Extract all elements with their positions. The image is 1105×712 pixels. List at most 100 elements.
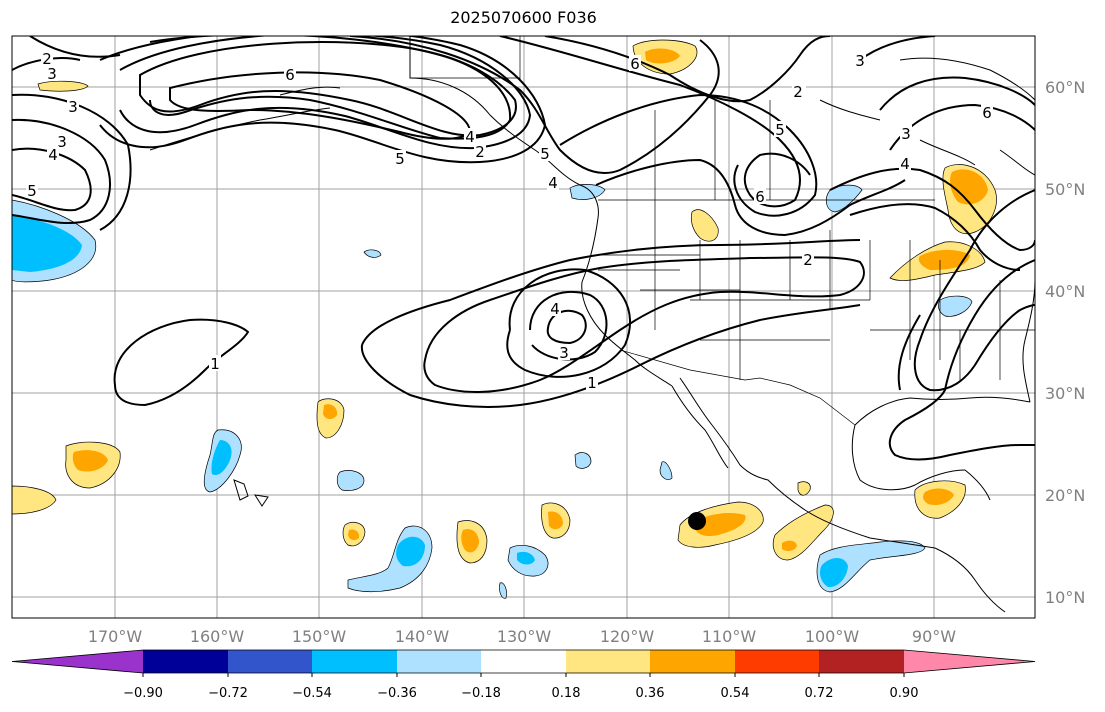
- colorbar-segment: [735, 650, 819, 673]
- contour-label-bg: [792, 83, 804, 99]
- contour-label: 3: [47, 65, 57, 83]
- longitude-labels: 170°W 160°W 150°W 140°W 130°W 120°W 110°…: [88, 627, 956, 646]
- orange-region-central-2: [348, 529, 360, 541]
- colorbar-segment: [819, 650, 904, 673]
- contour-label-bg: [629, 55, 641, 71]
- colorbar-segment: [143, 650, 228, 673]
- contour-label: 2: [793, 83, 803, 101]
- contour-label: 5: [395, 150, 405, 168]
- orange-region-alaska-n: [645, 48, 680, 64]
- colorbar-extend-min: [12, 650, 143, 673]
- contour-label-bg: [774, 121, 786, 137]
- contour-label: 3: [901, 125, 911, 143]
- contour-label-bg: [981, 104, 993, 120]
- contour-label: 4: [550, 300, 560, 318]
- contour-label-bg: [394, 150, 406, 166]
- contour-label-bg: [209, 355, 221, 371]
- contour-lines: [12, 36, 1035, 461]
- contour-label-bg: [558, 344, 570, 360]
- blue-region-canada-1: [825, 184, 863, 213]
- lon-label: 150°W: [292, 627, 347, 646]
- colorbar-tick-label: −0.18: [461, 686, 501, 701]
- blue-region-hawaii-core: [211, 440, 232, 476]
- contour-label: 3: [68, 98, 78, 116]
- contour-label: 5: [27, 182, 37, 200]
- lat-label: 20°N: [1045, 486, 1085, 505]
- contour-label: 3: [855, 52, 865, 70]
- contour-label-bg: [549, 300, 561, 316]
- contour-label-bg: [586, 374, 598, 390]
- blue-region-canada-2: [569, 184, 606, 200]
- contour-label: 2: [475, 143, 485, 161]
- blue-region-small-2: [574, 452, 592, 469]
- colorbar-tick-label: 0.54: [721, 686, 750, 701]
- contour-label-bg: [41, 50, 53, 66]
- contour-label: 6: [630, 55, 640, 73]
- lon-label: 110°W: [702, 627, 757, 646]
- blue-region-small-3: [659, 461, 673, 480]
- lon-label: 160°W: [190, 627, 245, 646]
- colorbar: [11, 649, 1036, 677]
- colorbar-segment: [481, 650, 566, 673]
- lon-label: 100°W: [805, 627, 860, 646]
- contour-label: 2: [42, 50, 52, 68]
- contour-label: 3: [57, 133, 67, 151]
- political-borders: [410, 36, 1035, 426]
- colorbar-segment: [650, 650, 735, 673]
- contour-label-bg: [464, 128, 476, 144]
- orange-region-yucatan: [923, 488, 954, 505]
- colorbar-tick-label: 0.90: [890, 686, 919, 701]
- colorbar-tick-label: 0.18: [552, 686, 581, 701]
- lat-label: 50°N: [1045, 180, 1085, 199]
- map-title: 2025070600 F036: [450, 8, 597, 27]
- contour-label: 6: [982, 104, 992, 122]
- colorbar-tick-label: −0.90: [123, 686, 163, 701]
- contour-label-bg: [56, 133, 68, 149]
- contour-label: 2: [803, 251, 813, 269]
- latitude-labels: 60°N 50°N 40°N 30°N 20°N 10°N: [1045, 78, 1085, 607]
- yellow-region-west: [37, 80, 89, 92]
- orange-region-mexico-coast: [782, 540, 797, 551]
- lon-label: 90°W: [912, 627, 956, 646]
- contour-label-bg: [854, 52, 866, 68]
- contour-label-bg: [67, 98, 79, 114]
- contour-label-bg: [474, 143, 486, 159]
- map-frame: [11, 35, 1036, 619]
- orange-region-central-1: [323, 404, 338, 420]
- colorbar-tick-label: 0.36: [636, 686, 665, 701]
- yellow-region-montana: [690, 209, 719, 242]
- lon-label: 130°W: [497, 627, 552, 646]
- yellow-region-small-5: [797, 481, 811, 496]
- contour-label: 4: [548, 174, 558, 192]
- lon-label: 140°W: [395, 627, 450, 646]
- colorbar-extend-max: [904, 650, 1035, 673]
- orange-region-gtlakes: [950, 169, 988, 205]
- blue-region-south-1-core: [396, 536, 425, 567]
- filled-regions: [12, 39, 997, 599]
- contour-label-bg: [284, 66, 296, 82]
- blue-region-mexico: [816, 540, 926, 593]
- orange-region-central-4: [548, 511, 563, 530]
- storm-center-marker: [688, 512, 706, 530]
- contour-label-bg: [899, 155, 911, 171]
- orange-region-central-3: [461, 529, 479, 553]
- colorbar-segment: [312, 650, 397, 673]
- blue-region-small-4: [499, 582, 507, 599]
- contour-label: 6: [285, 66, 295, 84]
- blue-region-lakes: [938, 295, 973, 317]
- lat-label: 30°N: [1045, 384, 1085, 403]
- colorbar-tick-label: −0.54: [292, 686, 332, 701]
- blue-region-tiny-1: [363, 249, 382, 258]
- contour-label: 3: [559, 344, 569, 362]
- contour-label-bg: [802, 251, 814, 267]
- blue-region-west-core: [12, 215, 82, 272]
- colorbar-tick-label: 0.72: [805, 686, 834, 701]
- lon-label: 170°W: [88, 627, 143, 646]
- contour-label-bg: [539, 145, 551, 161]
- lat-label: 60°N: [1045, 78, 1085, 97]
- contour-label: 4: [465, 128, 475, 146]
- orange-region-storm: [693, 512, 746, 537]
- contour-label-bg: [754, 188, 766, 204]
- lon-label: 120°W: [600, 627, 655, 646]
